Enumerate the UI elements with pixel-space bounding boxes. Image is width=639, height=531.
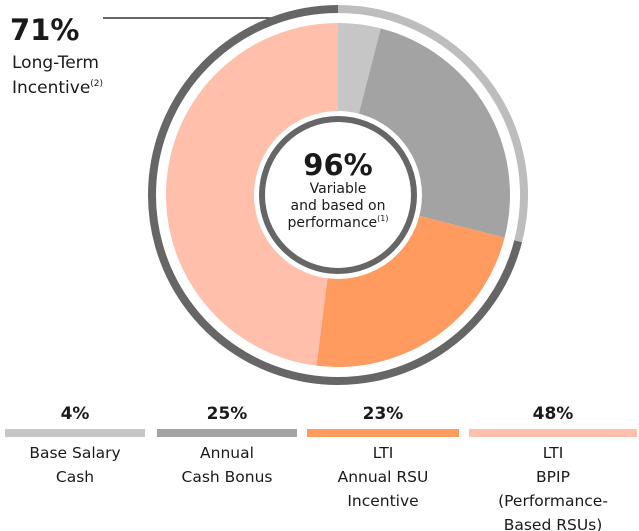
center-ring [259,116,417,274]
callout-text: Incentive [12,78,90,98]
center-text: performance(1) [287,214,388,231]
legend-label: Based RSUs) [504,516,603,531]
callout-value: 71% [10,13,79,47]
legend-swatch [469,429,637,437]
center-hole [254,111,422,279]
legend-value: 48% [533,404,574,424]
center-text: Variable [310,181,367,197]
center-value: 96% [303,148,372,182]
legend-label: Annual [200,444,254,462]
legend-label: (Performance- [498,492,608,510]
ring-callout [148,5,523,385]
legend-label: Cash Bonus [182,468,273,486]
ring-rest [337,5,528,243]
center-text: and based on [291,198,386,214]
legend-label: Cash [56,468,94,486]
legend-label: Annual RSU [338,468,429,486]
legend-label: LTI [543,444,564,462]
callout-text: Incentive(2) [12,78,103,98]
pie-slice [165,23,338,366]
center-text: performance [287,215,377,231]
legend-value: 4% [61,404,90,424]
legend-label: LTI [373,444,394,462]
legend-swatch [5,429,145,437]
legend-value: 25% [207,404,248,424]
legend-swatch [157,429,297,437]
callout-note: (2) [90,79,103,89]
legend-swatch [307,429,459,437]
legend-label: BPIP [536,468,570,486]
center-note: (1) [377,214,388,223]
callout-text: Long-Term [12,53,99,73]
legend-label: Incentive [347,492,418,510]
legend-value: 23% [363,404,404,424]
legend-label: Base Salary [29,444,120,462]
